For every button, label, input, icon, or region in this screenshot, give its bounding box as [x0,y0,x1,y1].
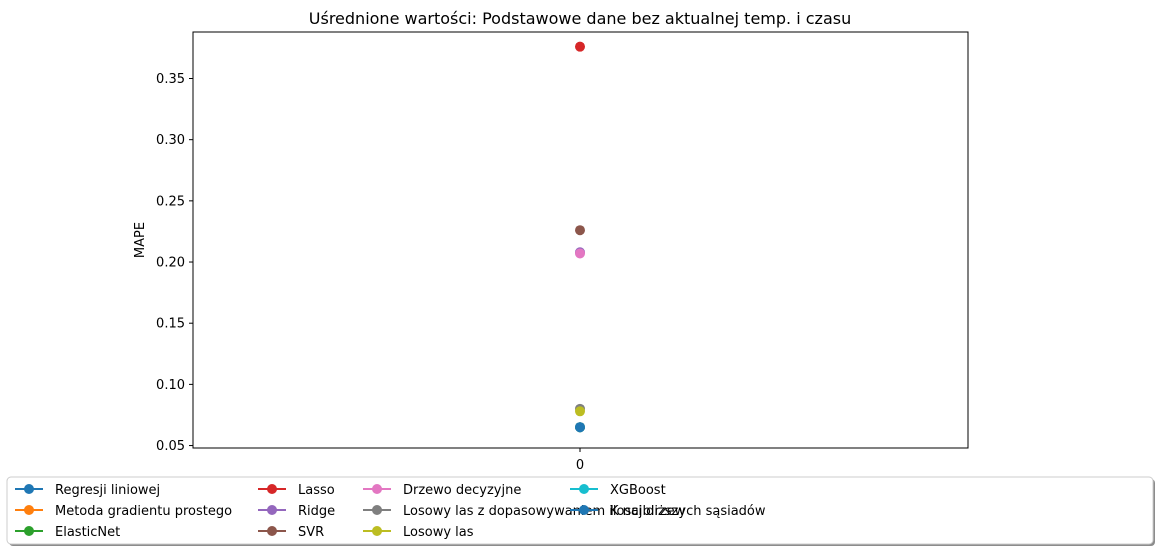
data-point-6 [575,225,585,236]
data-point-9 [575,406,585,417]
y-tick-label: 0.05 [156,439,185,454]
legend-marker [372,526,382,536]
plot-area [192,31,969,449]
legend-label: Metoda gradientu prostego [55,504,232,519]
y-axis-label: MAPE [133,222,148,258]
legend-item: XGBoost [570,483,666,498]
legend-marker [372,505,382,515]
legend-marker [24,526,34,536]
legend-label: Ridge [298,504,335,519]
y-tick-label: 0.25 [156,194,185,209]
legend-label: SVR [298,525,324,540]
legend-item: Ridge [258,504,335,519]
legend-label: Losowy las z dopasowywaniem ilosci drzew [403,504,686,519]
legend-item: Lasso [258,483,335,498]
legend-marker [372,484,382,494]
y-tick-label: 0.10 [156,378,185,393]
legend-label: XGBoost [610,483,666,498]
chart-title: Uśrednione wartości: Podstawowe dane bez… [309,9,851,28]
legend-item: Regresji liniowej [15,483,160,498]
legend-label: Drzewo decyzyjne [403,483,521,498]
legend-marker [267,484,277,494]
y-tick-label: 0.15 [156,317,185,332]
legend-item: Metoda gradientu prostego [15,504,232,519]
legend-item: Losowy las z dopasowywaniem ilosci drzew [363,504,686,519]
legend-marker [24,484,34,494]
y-tick-label: 0.35 [156,72,185,87]
legend-marker [579,505,589,515]
legend: Regresji liniowej Metoda gradientu proste… [6,476,1155,546]
data-points [575,41,585,433]
y-axis: 0.05 0.10 0.15 0.20 0.25 0.30 0.35 [156,72,193,454]
legend-item: SVR [258,525,324,540]
x-axis: 0 [576,448,584,473]
legend-marker [24,505,34,515]
data-point-7 [575,248,585,259]
legend-item: Losowy las [363,525,474,540]
data-point-11 [575,422,585,433]
legend-marker [267,526,277,536]
y-tick-label: 0.30 [156,133,185,148]
legend-label: Lasso [298,483,335,498]
legend-label: ElasticNet [55,525,120,540]
data-point-4 [575,41,585,52]
legend-label: K najbliższych sąsiadów [610,504,766,519]
legend-label: Regresji liniowej [55,483,160,498]
y-tick-label: 0.20 [156,256,185,271]
x-tick-label: 0 [576,458,584,473]
legend-item: ElasticNet [15,525,120,540]
legend-label: Losowy las [403,525,474,540]
legend-item: K najbliższych sąsiadów [570,504,766,519]
legend-item: Drzewo decyzyjne [363,483,521,498]
legend-marker [267,505,277,515]
legend-marker [579,484,589,494]
